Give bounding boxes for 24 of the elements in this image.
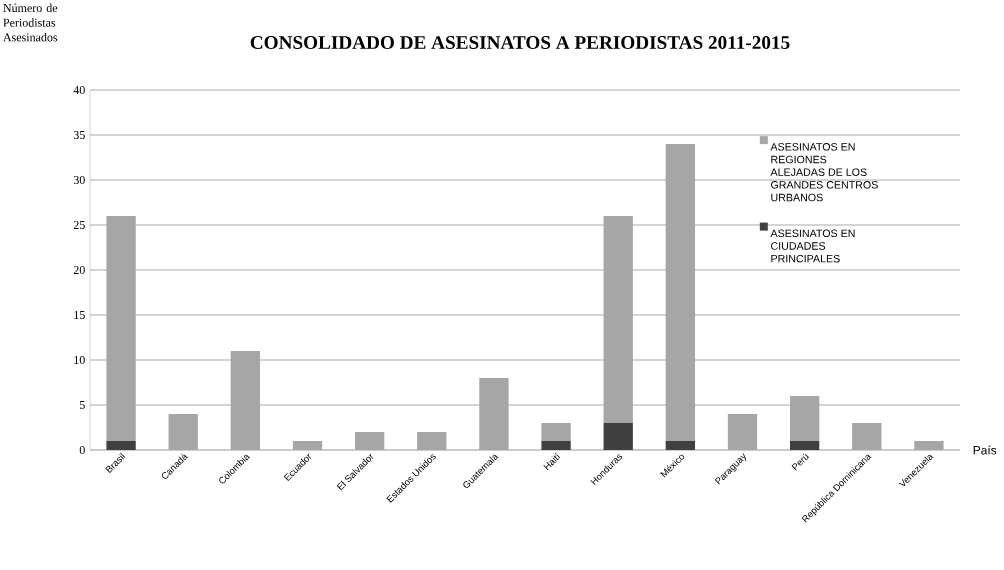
bar xyxy=(665,143,696,441)
y-tick-label: 35 xyxy=(73,130,85,140)
bar xyxy=(106,440,136,450)
bar xyxy=(789,395,820,441)
legend-label: ASESINATOS EN CIUDADES PRINCIPALES xyxy=(770,229,855,263)
bar xyxy=(541,440,571,450)
y-axis-title: Número de Periodistas Asesinados xyxy=(3,3,58,42)
y-tick-label: 5 xyxy=(79,401,85,409)
y-tick-label: 30 xyxy=(73,175,85,185)
legend-label: ASESINATOS EN REGIONES ALEJADAS DE LOS GRANDES CENTROS URBANOS xyxy=(770,143,878,202)
bar xyxy=(106,216,136,441)
y-tick-label: 20 xyxy=(73,265,85,275)
y-tick-label: 10 xyxy=(74,355,85,365)
chart-title: CONSOLIDADO DE ASESINATOS A PERIODISTAS 2011-2015 xyxy=(250,36,790,49)
x-axis-title: País xyxy=(973,445,997,455)
bar xyxy=(789,440,820,450)
bar xyxy=(665,440,696,450)
y-tick-label: 0 xyxy=(79,445,85,455)
y-tick-label: 15 xyxy=(74,310,85,320)
bar xyxy=(603,216,633,423)
bar xyxy=(603,422,633,450)
y-tick-label: 25 xyxy=(73,220,85,230)
bar xyxy=(541,422,571,441)
y-tick-label: 40 xyxy=(73,85,85,95)
